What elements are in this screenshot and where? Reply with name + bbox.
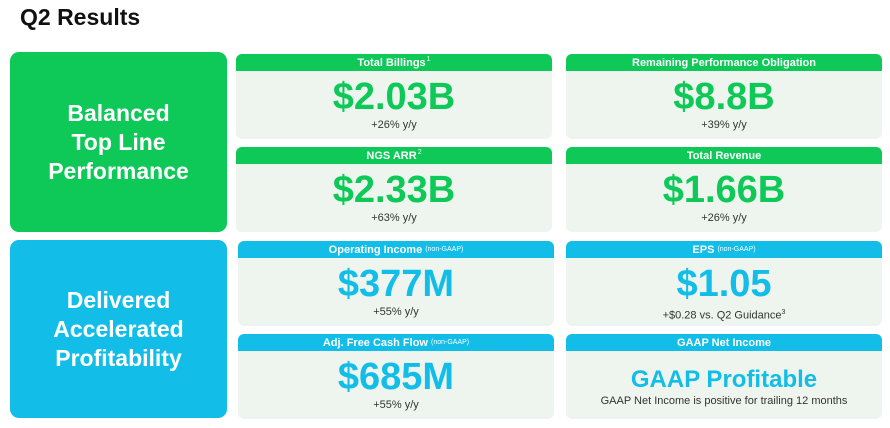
- card-total-revenue: Total Revenue $1.66B +26% y/y: [566, 147, 882, 232]
- section-top-line-performance: Balanced Top Line Performance: [10, 52, 227, 232]
- footnote-marker: 1: [426, 56, 431, 63]
- card-gaap-net-income: GAAP Net Income GAAP Profitable GAAP Net…: [566, 334, 882, 419]
- card-header: Operating Income (non-GAAP): [238, 241, 554, 258]
- card-remaining-performance-obligation: Remaining Performance Obligation $8.8B +…: [566, 54, 882, 139]
- card-ngs-arr: NGS ARR 2 $2.33B +63% y/y: [236, 147, 552, 232]
- page-title: Q2 Results: [20, 4, 141, 30]
- footnote-marker: 3: [781, 309, 786, 316]
- section-accelerated-profitability: Delivered Accelerated Profitability: [10, 240, 227, 418]
- section-label: Balanced Top Line Performance: [48, 99, 189, 184]
- card-value: GAAP Profitable: [630, 366, 818, 393]
- card-header: GAAP Net Income: [566, 334, 882, 351]
- card-change: +26% y/y: [701, 212, 747, 224]
- card-label: NGS ARR: [366, 149, 417, 162]
- card-eps: EPS (non-GAAP) $1.05 +$0.28 vs. Q2 Guida…: [566, 241, 882, 326]
- card-operating-income: Operating Income (non-GAAP) $377M +55% y…: [238, 241, 554, 326]
- card-value: $685M: [337, 356, 455, 398]
- card-change: +39% y/y: [701, 119, 747, 131]
- card-label: EPS: [692, 243, 715, 256]
- non-gaap-tag: (non-GAAP): [717, 246, 756, 253]
- card-label: Remaining Performance Obligation: [632, 56, 816, 69]
- card-change: +26% y/y: [371, 119, 417, 131]
- change-text: +$0.28 vs. Q2 Guidance: [662, 309, 782, 322]
- card-header: NGS ARR 2: [236, 147, 552, 164]
- non-gaap-tag: (non-GAAP): [425, 246, 464, 253]
- card-value: $2.03B: [332, 76, 456, 118]
- card-label: GAAP Net Income: [677, 336, 771, 349]
- non-gaap-tag: (non-GAAP): [431, 339, 470, 346]
- card-label: Adj. Free Cash Flow: [322, 336, 428, 349]
- card-change: +63% y/y: [371, 212, 417, 224]
- card-header: EPS (non-GAAP): [566, 241, 882, 258]
- card-total-billings: Total Billings 1 $2.03B +26% y/y: [236, 54, 552, 139]
- footnote-marker: 2: [417, 149, 422, 156]
- card-header: Adj. Free Cash Flow (non-GAAP): [238, 334, 554, 351]
- card-value: $1.05: [676, 263, 772, 305]
- card-label: Total Revenue: [686, 149, 762, 162]
- card-value: $8.8B: [673, 76, 775, 118]
- card-value: $377M: [337, 263, 455, 305]
- card-label: Total Billings: [357, 56, 426, 69]
- card-adj-free-cash-flow: Adj. Free Cash Flow (non-GAAP) $685M +55…: [238, 334, 554, 419]
- card-header: Remaining Performance Obligation: [566, 54, 882, 71]
- card-change: +$0.28 vs. Q2 Guidance3: [566, 306, 882, 323]
- card-change: +55% y/y: [373, 306, 419, 318]
- card-header: Total Billings 1: [236, 54, 552, 71]
- card-change: GAAP Net Income is positive for trailing…: [600, 395, 848, 407]
- card-label: Operating Income: [328, 243, 423, 256]
- card-value: $1.66B: [662, 169, 786, 211]
- card-header: Total Revenue: [566, 147, 882, 164]
- card-value: $2.33B: [332, 169, 456, 211]
- section-label: Delivered Accelerated Profitability: [53, 286, 184, 371]
- card-change: +55% y/y: [373, 399, 419, 411]
